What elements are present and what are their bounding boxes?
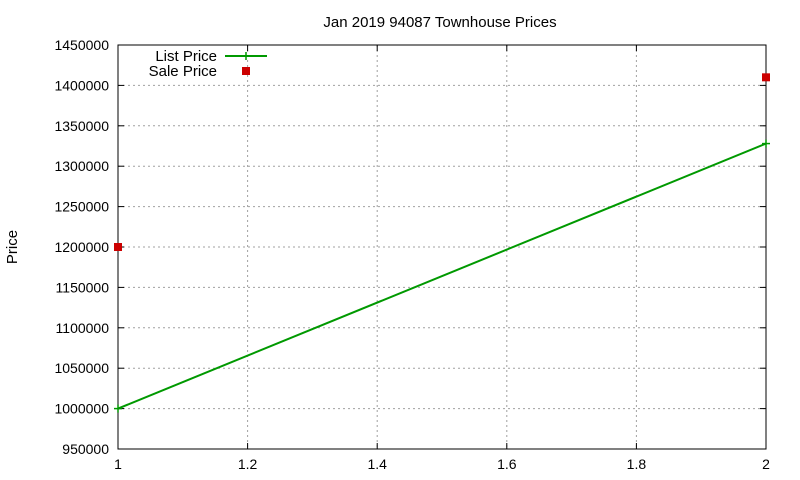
y-tick-label: 1300000 (54, 158, 109, 174)
list-price-point (114, 404, 122, 413)
y-axis-label: Price (4, 230, 21, 264)
sale-price-point (762, 73, 770, 82)
legend-point-swatch (242, 52, 250, 60)
x-tick-label: 2 (762, 456, 770, 472)
y-tick-label: 1200000 (54, 239, 109, 255)
list-price-point (762, 139, 770, 148)
grid-lines (118, 45, 766, 449)
legend-point-swatch (242, 67, 250, 75)
sale-price-point (114, 243, 122, 251)
series-line-list-price (117, 142, 767, 410)
y-tick-label: 1100000 (56, 320, 110, 336)
y-tick-label: 1350000 (54, 118, 109, 134)
y-tick-label: 1150000 (56, 279, 110, 295)
x-tick-label: 1.6 (497, 456, 517, 472)
legend-label: List Price (155, 48, 217, 65)
y-tick-label: 1450000 (54, 37, 109, 53)
y-tick-label: 1250000 (54, 199, 109, 215)
x-tick-label: 1 (114, 456, 122, 472)
y-tick-label: 1050000 (54, 360, 109, 376)
y-tick-label: 1400000 (54, 77, 109, 93)
y-tick-label: 950000 (62, 441, 109, 457)
y-tick-label: 1000000 (54, 401, 109, 417)
legend-label: Sale Price (149, 63, 217, 80)
x-tick-label: 1.8 (627, 456, 647, 472)
axis-ticks: 950000 1000000 1050000 1100000 1150000 120000… (54, 37, 770, 472)
x-tick-label: 1.2 (238, 456, 258, 472)
chart-title: Jan 2019 94087 Townhouse Prices (323, 14, 556, 31)
x-tick-label: 1.4 (367, 456, 387, 472)
series-layer (114, 73, 770, 413)
